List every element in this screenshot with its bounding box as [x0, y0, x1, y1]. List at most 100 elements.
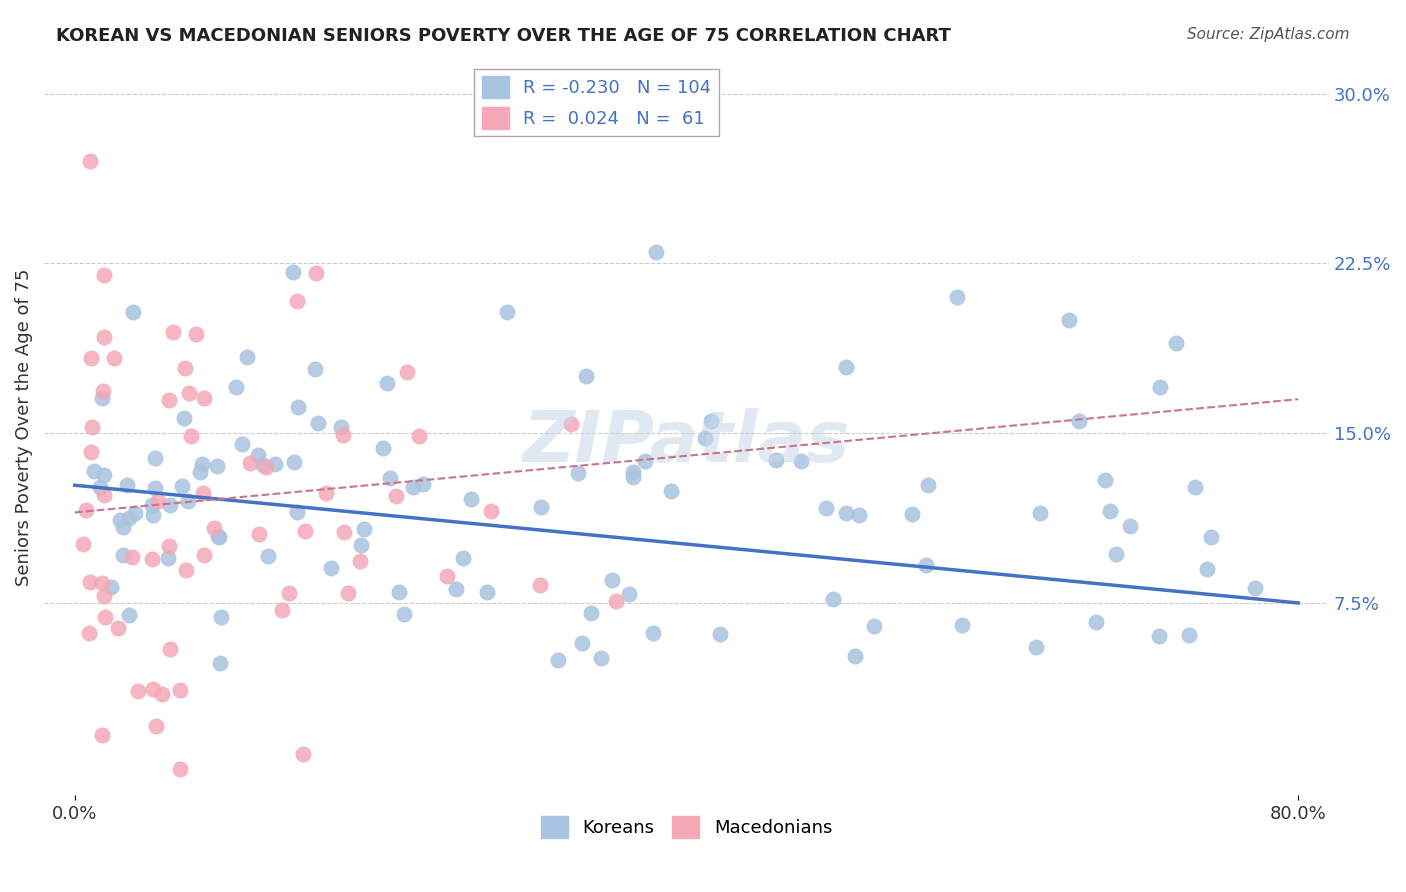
Point	[209, 656, 232, 670]
Point	[353, 522, 375, 536]
Point	[115, 477, 138, 491]
Point	[283, 264, 305, 278]
Point	[589, 650, 612, 665]
Point	[159, 499, 181, 513]
Point	[91, 384, 114, 399]
Point	[93, 589, 115, 603]
Point	[294, 524, 316, 539]
Point	[124, 506, 146, 520]
Point	[765, 452, 787, 467]
Point	[350, 538, 373, 552]
Point	[150, 687, 173, 701]
Point	[378, 471, 401, 485]
Point	[1069, 414, 1091, 428]
Point	[202, 521, 225, 535]
Point	[225, 380, 247, 394]
Point	[93, 268, 115, 282]
Point	[93, 609, 115, 624]
Point	[815, 500, 838, 515]
Point	[575, 368, 598, 383]
Point	[567, 466, 589, 480]
Point	[436, 568, 458, 582]
Point	[278, 585, 301, 599]
Point	[946, 290, 969, 304]
Point	[1244, 581, 1267, 595]
Point	[315, 486, 337, 500]
Point	[292, 747, 315, 762]
Point	[169, 762, 191, 776]
Point	[844, 648, 866, 663]
Point	[495, 305, 517, 319]
Point	[373, 441, 395, 455]
Point	[141, 499, 163, 513]
Point	[304, 362, 326, 376]
Point	[157, 551, 180, 566]
Point	[143, 450, 166, 465]
Point	[141, 508, 163, 523]
Point	[600, 573, 623, 587]
Point	[169, 683, 191, 698]
Point	[254, 460, 277, 475]
Point	[247, 449, 270, 463]
Point	[100, 580, 122, 594]
Point	[75, 503, 97, 517]
Point	[287, 401, 309, 415]
Point	[285, 505, 308, 519]
Point	[1105, 547, 1128, 561]
Point	[1164, 335, 1187, 350]
Point	[789, 454, 811, 468]
Point	[1184, 480, 1206, 494]
Point	[332, 428, 354, 442]
Point	[659, 484, 682, 499]
Point	[641, 626, 664, 640]
Point	[143, 481, 166, 495]
Point	[1177, 628, 1199, 642]
Point	[1094, 473, 1116, 487]
Point	[79, 154, 101, 169]
Point	[529, 578, 551, 592]
Point	[634, 454, 657, 468]
Point	[460, 491, 482, 506]
Point	[172, 479, 194, 493]
Point	[205, 458, 228, 473]
Point	[1099, 504, 1122, 518]
Point	[408, 429, 430, 443]
Point	[560, 417, 582, 431]
Point	[402, 480, 425, 494]
Point	[72, 537, 94, 551]
Point	[835, 359, 858, 374]
Point	[208, 530, 231, 544]
Point	[530, 500, 553, 514]
Point	[1199, 531, 1222, 545]
Legend: Koreans, Macedonians: Koreans, Macedonians	[533, 809, 839, 846]
Point	[112, 548, 135, 562]
Point	[112, 520, 135, 534]
Point	[547, 653, 569, 667]
Point	[451, 551, 474, 566]
Point	[305, 267, 328, 281]
Point	[191, 457, 214, 471]
Point	[173, 361, 195, 376]
Point	[848, 508, 870, 523]
Point	[914, 558, 936, 573]
Point	[79, 574, 101, 589]
Point	[581, 606, 603, 620]
Point	[385, 489, 408, 503]
Point	[103, 351, 125, 366]
Point	[174, 563, 197, 577]
Point	[209, 610, 232, 624]
Point	[444, 582, 467, 596]
Point	[121, 305, 143, 319]
Point	[118, 607, 141, 622]
Point	[388, 585, 411, 599]
Point	[332, 524, 354, 539]
Point	[191, 486, 214, 500]
Point	[93, 330, 115, 344]
Point	[307, 416, 329, 430]
Point	[91, 391, 114, 405]
Text: Source: ZipAtlas.com: Source: ZipAtlas.com	[1187, 27, 1350, 42]
Point	[159, 642, 181, 657]
Point	[285, 293, 308, 308]
Point	[863, 619, 886, 633]
Point	[271, 603, 294, 617]
